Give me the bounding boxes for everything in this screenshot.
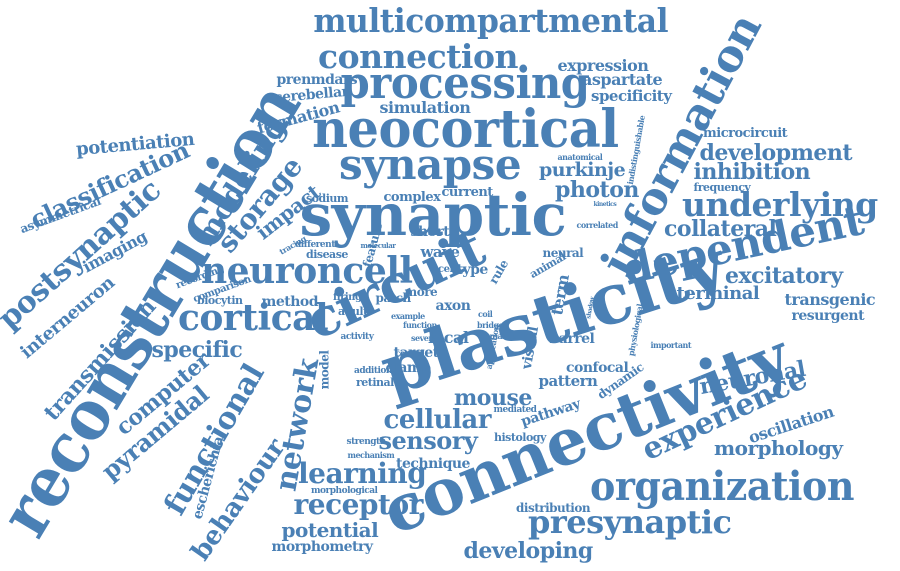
word-more: more [404, 285, 438, 299]
word-underlying: underlying [682, 184, 878, 224]
word-aspartate: aspartate [582, 70, 663, 89]
word-correlated: correlated [576, 220, 619, 230]
word-mechanism: mechanism [347, 450, 395, 460]
word-synaptic: synaptic [299, 181, 567, 249]
word-pattern: pattern [538, 371, 598, 390]
word-specificity: specificity [591, 86, 672, 105]
word-neural: neural [542, 246, 584, 260]
word-coil: coil [478, 309, 493, 319]
word-target: target [393, 345, 440, 361]
word-rule: rule [485, 257, 511, 287]
word-mouse: mouse [454, 385, 532, 411]
word-neocortical: neocortical [311, 99, 619, 160]
word-disease: disease [306, 247, 348, 261]
word-important: important [650, 340, 692, 350]
word-histology: histology [494, 430, 546, 444]
word-transgenic: transgenic [784, 290, 876, 309]
word-cell: cell [438, 264, 457, 275]
word-sensory: sensory [378, 426, 478, 455]
word-microcircuit: microcircuit [703, 125, 788, 141]
word-multicompartmental: multicompartmental [312, 0, 668, 40]
word-axon: axon [435, 298, 471, 314]
word-presynaptic: presynaptic [528, 503, 732, 541]
word-photon: photon [555, 177, 639, 203]
word-purkinje: purkinje [539, 158, 626, 181]
word-local: local [428, 328, 469, 347]
word-activity: activity [340, 331, 374, 342]
word-biocytin: biocytin [197, 293, 243, 307]
word-molecular: molecular [360, 240, 396, 250]
word-terminal: terminal [676, 283, 760, 304]
word-type: type [456, 262, 489, 278]
word-firing: firing [333, 292, 362, 303]
word-patch: patch [375, 291, 412, 305]
word-model: model [316, 350, 331, 390]
word-frequency: frequency [693, 180, 751, 194]
word-processing: processing [340, 58, 590, 109]
word-mediated: mediated [493, 404, 537, 415]
word-confocal: confocal [566, 360, 629, 376]
word-synapse: synapse [339, 140, 522, 189]
word-strength: strength [346, 436, 387, 447]
word-resurgent: resurgent [791, 308, 865, 324]
word-wave: wave [420, 242, 460, 261]
word-developing: developing [463, 538, 594, 564]
word-barrel: barrel [549, 331, 595, 347]
word-cortical: cortical [178, 297, 329, 339]
word-bridge: bridge [477, 320, 504, 330]
word-sodium: sodium [306, 191, 349, 205]
word-function: function [403, 320, 437, 330]
word-cellular: cellular [383, 405, 492, 435]
word-excitatory: excitatory [725, 263, 843, 289]
word-addition: addition [354, 365, 392, 376]
word-morphological: morphological [311, 485, 378, 496]
word-clamp: clamp [385, 360, 432, 376]
word-development: development [699, 140, 853, 166]
word-adult: adult [338, 304, 368, 318]
word-method: method [261, 294, 319, 310]
word-manual: manual [489, 331, 521, 341]
word-potential: potential [281, 518, 379, 542]
word-morphology: morphology [714, 436, 843, 460]
word-control: control [395, 348, 425, 358]
word-example: example [391, 311, 425, 321]
word-learning: learning [298, 457, 427, 490]
word-collateral: collateral [664, 216, 777, 242]
word-anatomical: anatomical [557, 152, 603, 162]
word-neuroncell: neuroncell [201, 250, 413, 292]
word-technique: technique [396, 456, 470, 472]
word-several: several [411, 333, 440, 343]
word-short: short [410, 224, 450, 240]
word-specific: specific [151, 337, 243, 363]
word-receptor: receptor [293, 488, 424, 521]
word-organization: organization [589, 463, 855, 510]
word-different: different [295, 239, 335, 250]
word-distribution: distribution [516, 501, 591, 515]
word-complex: complex [383, 189, 441, 205]
word-morphometry: morphometry [271, 539, 374, 555]
word-current: current [441, 184, 494, 200]
word-prenmdars: prenmdars [276, 72, 358, 88]
word-kinetics: kinetics [593, 201, 617, 208]
word-inhibition: inhibition [693, 159, 811, 185]
word-connection: connection [318, 36, 518, 76]
word-simulation: simulation [379, 98, 471, 117]
word-expression: expression [557, 56, 649, 75]
word-retinal: retinal [356, 375, 394, 389]
